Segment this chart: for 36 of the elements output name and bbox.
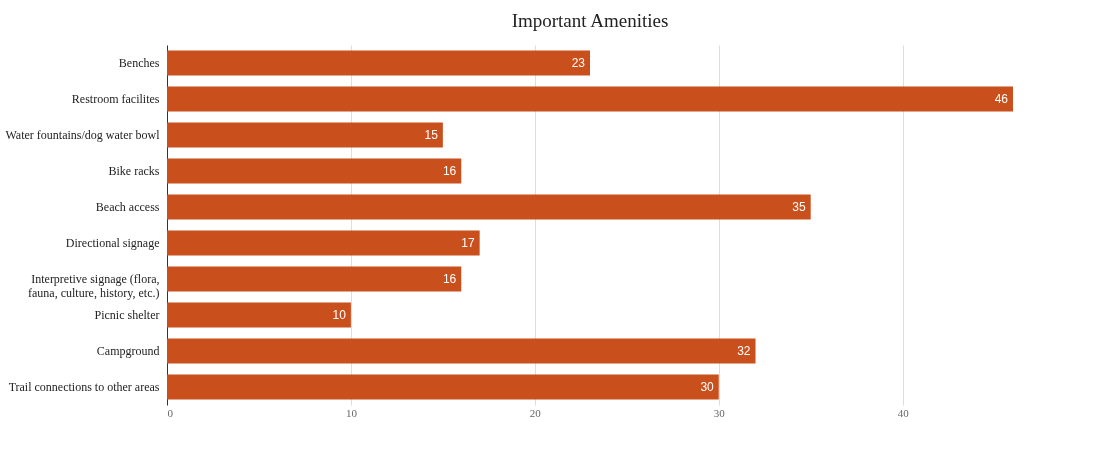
bar [167,122,443,148]
x-tick-label: 30 [713,406,726,419]
y-tick-label: Restroom facilites [71,92,160,106]
x-tick-label: 20 [529,406,542,419]
bar [167,374,719,400]
bar [167,158,462,184]
data-label: 17 [461,236,475,250]
data-label: 35 [792,200,807,214]
data-label: 30 [700,380,715,394]
data-label: 23 [571,56,586,70]
y-tick-label: Trail connections to other areas [8,380,160,394]
data-label: 46 [994,92,1009,106]
data-label: 16 [442,164,457,178]
bar [167,302,351,328]
x-tick-label: 40 [897,406,910,419]
bar [167,86,1013,112]
y-tick-label: Picnic shelter [94,308,160,322]
data-label: 10 [332,308,347,322]
y-tick-label: Benches [118,56,160,70]
bar [167,266,462,292]
bar [167,50,590,76]
y-tick-label: Directional signage [65,236,160,250]
bar [167,230,480,256]
bar [167,338,756,364]
y-tick-label: Bike racks [108,164,160,178]
data-label: 16 [442,272,457,286]
bar [167,194,811,220]
y-tick-label: Interpretive signage (flora, fauna, culture, history, etc.) [27,272,160,300]
chart-title: Important Amenities [511,10,669,31]
x-tick-label: 0 [167,406,174,419]
data-label: 15 [424,128,439,142]
y-tick-label: Water fountains/dog water bowl [5,128,161,142]
data-label: 32 [737,344,751,358]
x-tick-label: 10 [345,406,358,419]
y-tick-label: Campground [96,344,160,358]
y-tick-label: Beach access [95,200,160,214]
